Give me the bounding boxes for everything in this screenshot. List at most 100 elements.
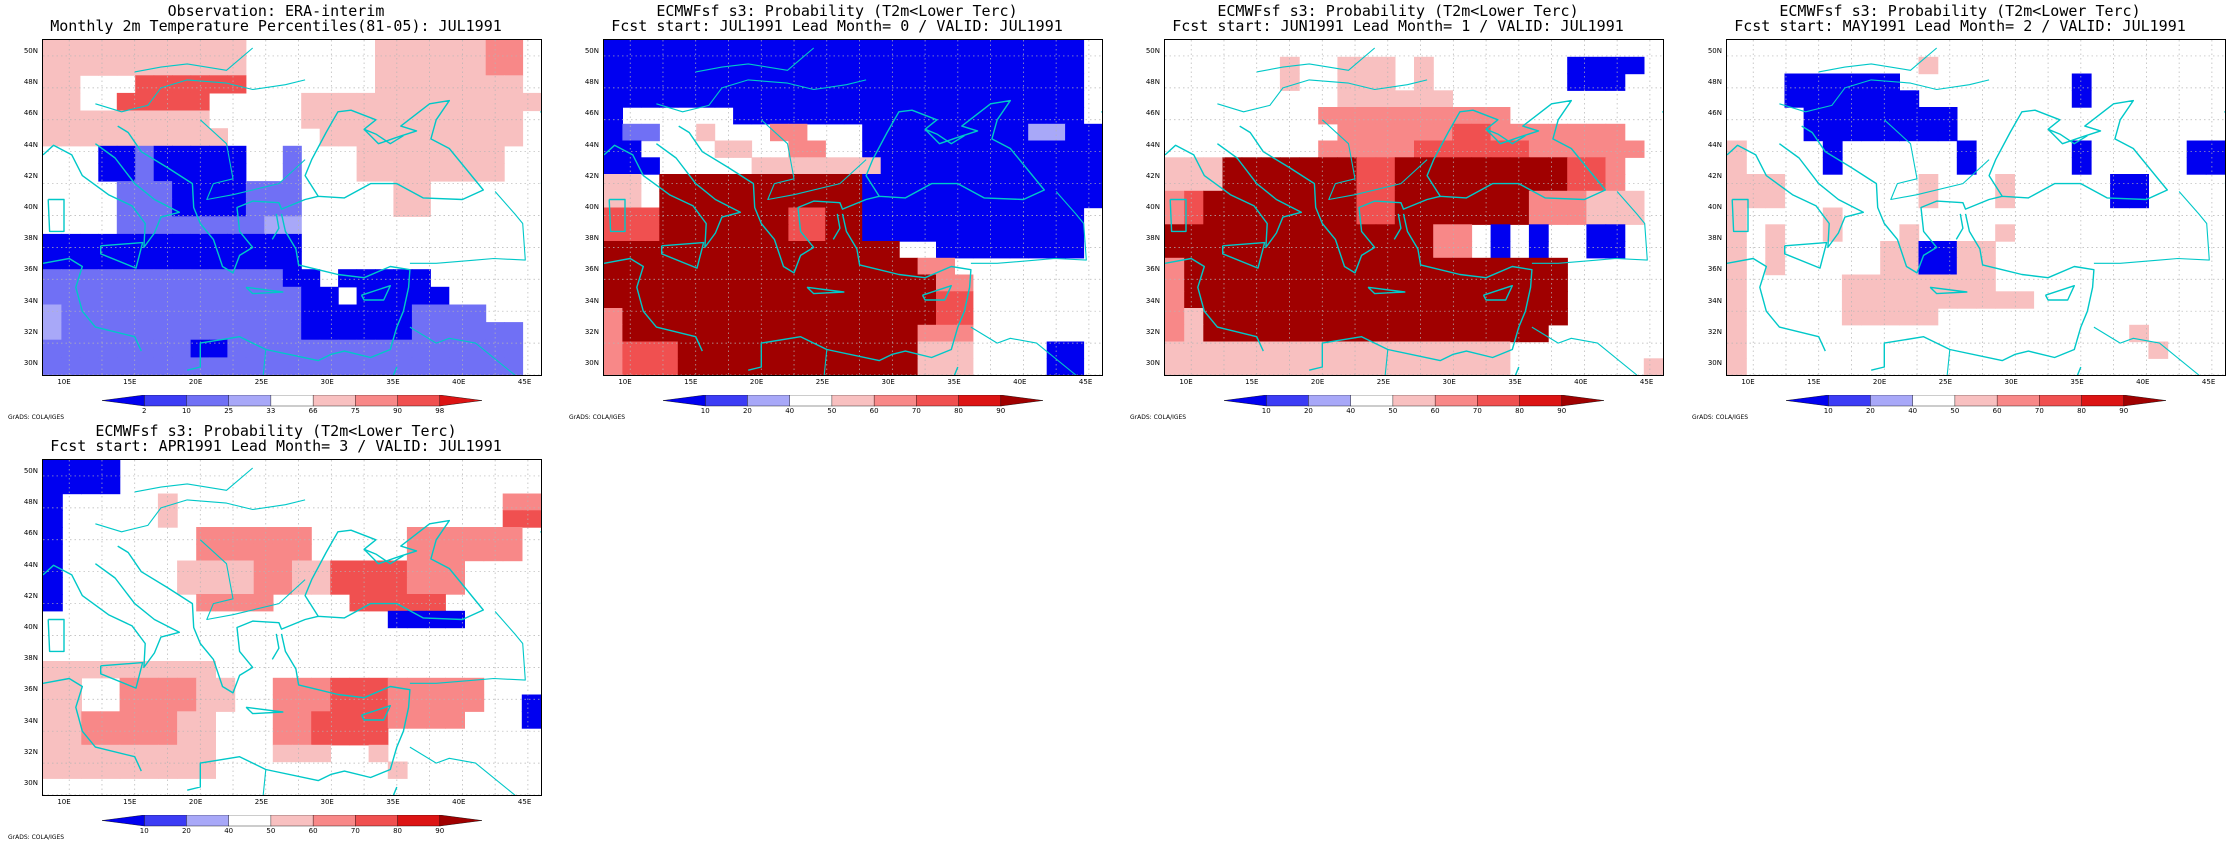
field-cell [1746,190,1766,209]
colorbar-segment [2039,394,2083,407]
field-cell [196,577,216,595]
field-cell [79,322,99,341]
field-cell [862,207,882,225]
field-cell [880,324,900,343]
field-cell [1279,73,1300,91]
field-cell [696,324,716,343]
field-cell [330,728,351,746]
field-cell [43,75,62,94]
field-cell [917,224,937,242]
field-cell [521,510,541,528]
field-cell [387,711,408,729]
field-cell [880,358,900,375]
field-cell [1184,207,1204,225]
colorbar-tick-label: 80 [393,827,403,835]
field-cell [677,190,697,209]
field-cell [954,90,974,108]
field-cell [899,56,919,75]
field-cell [172,92,192,112]
colorbar-tick-label: 50 [1950,407,1960,415]
colorbar-segment [1828,394,1872,407]
field-cell [1452,324,1473,343]
field-cell [393,322,413,341]
field-cell [677,308,697,326]
field-cell [196,694,216,712]
field-cell [1203,207,1224,225]
coastline [1801,99,2168,274]
field-cell [368,594,389,612]
field-cell [1452,291,1473,309]
field-cell [714,90,734,108]
field-cell [954,107,974,125]
field-cell [1822,90,1843,108]
field-cell [1586,73,1607,91]
field-cell [659,257,679,276]
lat-tick-label: 50N [1707,47,1722,55]
field-cell [430,286,450,305]
field-cell [880,73,900,91]
border-line [656,79,867,113]
colorbar-tick-label: 90 [393,407,403,415]
field-cell [1452,241,1473,259]
field-cell [1356,308,1377,326]
field-cell [393,110,413,129]
field-cell [936,241,955,259]
lat-tick-label: 40N [23,623,38,631]
field-cell [1375,257,1396,276]
field-cell [843,90,863,108]
map-area [1164,39,1664,376]
field-cell [1222,174,1243,192]
field-cell [862,123,882,142]
field-cell [1956,257,1977,276]
field-cell [1414,341,1434,359]
field-cell [1046,190,1066,209]
field-cell [349,677,370,696]
field-cell [43,527,63,545]
field-cell [1356,241,1377,259]
field-cell [467,339,487,358]
field-cell [349,728,370,746]
field-cell [98,286,118,305]
field-cell [843,174,863,192]
map-svg [43,40,541,375]
field-cell [119,661,140,679]
field-cell [936,341,955,359]
field-cell [677,291,697,309]
panel-title-line1: ECMWFsf s3: Probability (T2m<Lower Terc) [1217,2,1579,20]
field-cell [696,90,716,108]
field-cell [1490,241,1511,259]
field-cell [1471,291,1492,309]
colorbar-tick-label: 10 [1823,407,1833,415]
field-cell [714,56,734,75]
field-cell [61,286,81,305]
field-cell [1880,123,1900,142]
field-cell [1375,241,1396,259]
field-cell [1822,107,1843,125]
field-cell [1318,174,1338,192]
border-line [409,326,516,375]
lon-tick-label: 25E [815,378,830,386]
field-cell [43,543,63,562]
field-cell [245,304,265,323]
field-cell [2071,157,2092,175]
field-cell [1880,73,1900,91]
field-cell [604,224,623,242]
field-cell [806,90,826,108]
field-cell [448,40,468,59]
field-cell [1337,123,1358,142]
field-cell [387,577,408,595]
field-cell [622,40,642,58]
coastline [187,633,411,791]
field-cell [135,198,155,217]
field-cell [659,274,679,292]
field-cell [430,304,450,323]
colorbar-segment [101,394,145,407]
map-area [1726,39,2226,376]
field-cell [677,224,697,242]
field-cell [393,75,413,94]
field-cell [1065,40,1085,58]
field-cell [43,322,62,341]
colorbar-tick-label: 75 [350,407,360,415]
field-cell [330,677,351,696]
field-cell [196,711,216,729]
